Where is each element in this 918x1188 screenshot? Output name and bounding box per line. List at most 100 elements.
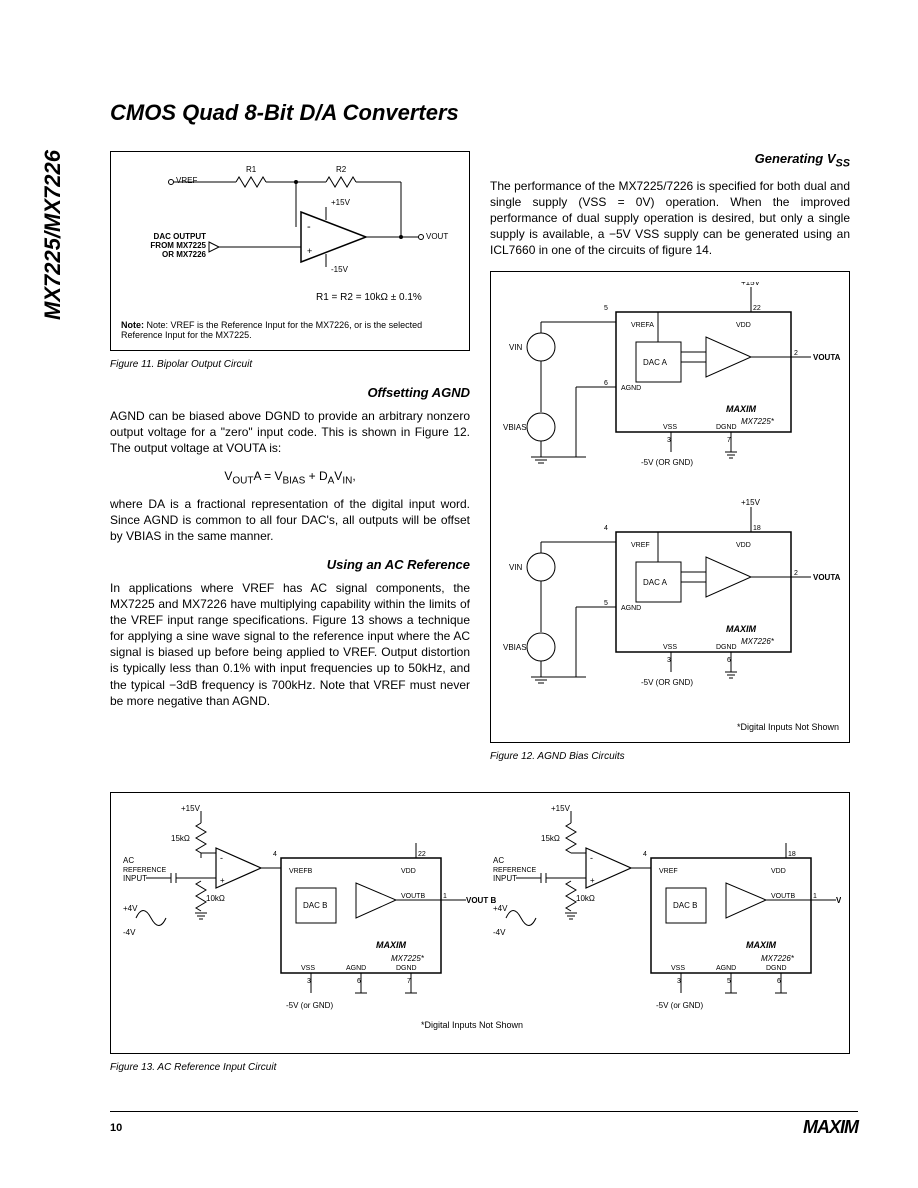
svg-text:-5V (or GND): -5V (or GND) (656, 1001, 703, 1010)
svg-text:MAXIM: MAXIM (746, 940, 777, 950)
svg-text:AC: AC (123, 856, 134, 865)
page-number: 10 (110, 1122, 122, 1134)
svg-text:MAXIM: MAXIM (726, 624, 757, 634)
svg-text:VIN: VIN (509, 343, 523, 352)
svg-text:VREFB: VREFB (289, 868, 313, 875)
figure-13-schematic: +15V 15kΩ - + 10kΩ (121, 803, 839, 1043)
svg-text:10kΩ: 10kΩ (206, 894, 225, 903)
content-columns: - + VREF (110, 151, 858, 777)
heading-ac-reference: Using an AC Reference (110, 557, 470, 572)
svg-text:1: 1 (443, 893, 447, 900)
svg-text:MAXIM: MAXIM (726, 404, 757, 414)
sidebar-part-number: MX7225/MX7226 (40, 150, 66, 320)
fig11-equation: R1 = R2 = 10kΩ ± 0.1% (316, 292, 422, 303)
fig11-minus15-label: -15V (331, 265, 348, 274)
generating-vss-p1: The performance of the MX7225/7226 is sp… (490, 178, 850, 259)
svg-text:3: 3 (667, 657, 671, 664)
svg-text:AGND: AGND (621, 385, 641, 392)
svg-text:3: 3 (307, 978, 311, 985)
svg-text:+15V: +15V (741, 498, 761, 507)
figure-11-schematic: - + VREF (121, 162, 459, 312)
svg-text:*Digital Inputs Not Shown: *Digital Inputs Not Shown (421, 1020, 523, 1030)
svg-text:+: + (590, 876, 595, 885)
svg-text:DGND: DGND (716, 644, 737, 651)
svg-text:VOUT B: VOUT B (836, 896, 841, 905)
svg-text:DGND: DGND (396, 965, 417, 972)
svg-text:-4V: -4V (123, 928, 136, 937)
svg-text:DAC B: DAC B (303, 901, 327, 910)
svg-text:-5V (or GND): -5V (or GND) (286, 1001, 333, 1010)
svg-text:6: 6 (357, 978, 361, 985)
page-footer: 10 MAXIM (110, 1111, 858, 1138)
svg-text:VREF: VREF (659, 868, 678, 875)
fig11-r2-label: R2 (336, 165, 346, 174)
svg-text:INPUT: INPUT (123, 874, 147, 883)
svg-text:7: 7 (727, 437, 731, 444)
left-column: - + VREF (110, 151, 470, 777)
svg-text:1: 1 (813, 893, 817, 900)
svg-text:VSS: VSS (663, 424, 677, 431)
svg-text:22: 22 (753, 305, 761, 312)
svg-text:DGND: DGND (766, 965, 787, 972)
ac-reference-p1: In applications where VREF has AC signal… (110, 580, 470, 710)
svg-text:4: 4 (604, 525, 608, 532)
svg-text:-: - (590, 853, 593, 863)
figure-13-container: +15V 15kΩ - + 10kΩ (110, 792, 850, 1073)
svg-text:AC: AC (493, 856, 504, 865)
svg-text:REFERENCE: REFERENCE (123, 867, 167, 874)
svg-text:AGND: AGND (716, 965, 736, 972)
page-title: CMOS Quad 8-Bit D/A Converters (110, 100, 858, 126)
svg-text:VOUT B: VOUT B (466, 896, 496, 905)
svg-text:18: 18 (788, 851, 796, 858)
fig11-dacout-label: DAC OUTPUT FROM MX7225 OR MX7226 (126, 232, 206, 259)
svg-text:3: 3 (667, 437, 671, 444)
fig11-note: Note: Note: VREF is the Reference Input … (121, 320, 459, 340)
svg-text:-5V (OR GND): -5V (OR GND) (641, 678, 693, 687)
offsetting-agnd-equation: VOUTA = VBIAS + DAVIN, (110, 469, 470, 486)
svg-text:VREFA: VREFA (631, 322, 654, 329)
svg-text:15kΩ: 15kΩ (171, 834, 190, 843)
figure-11-box: - + VREF (110, 151, 470, 351)
heading-generating-vss: Generating VSS (490, 151, 850, 170)
svg-text:-: - (307, 221, 311, 233)
figure-12-schematic: DAC A +15V 22 5 VREFA VDD (501, 282, 839, 722)
svg-text:4: 4 (273, 851, 277, 858)
fig11-r1-label: R1 (246, 165, 256, 174)
svg-text:VOUTB: VOUTB (401, 893, 425, 900)
svg-text:VIN: VIN (509, 563, 523, 572)
svg-text:VBIAS: VBIAS (503, 643, 527, 652)
figure-13-caption: Figure 13. AC Reference Input Circuit (110, 1062, 850, 1073)
svg-text:INPUT: INPUT (493, 874, 517, 883)
svg-text:2: 2 (794, 570, 798, 577)
svg-text:MX7226*: MX7226* (741, 637, 775, 646)
svg-text:15kΩ: 15kΩ (541, 834, 560, 843)
svg-text:VREF: VREF (631, 542, 650, 549)
svg-text:+15V: +15V (551, 804, 571, 813)
figure-12-caption: Figure 12. AGND Bias Circuits (490, 751, 850, 762)
svg-text:DAC B: DAC B (673, 901, 697, 910)
svg-text:AGND: AGND (621, 605, 641, 612)
svg-text:VDD: VDD (736, 542, 751, 549)
fig11-vout-label: VOUT (426, 232, 448, 241)
svg-text:2: 2 (794, 350, 798, 357)
svg-text:VSS: VSS (663, 644, 677, 651)
svg-text:VOUTB: VOUTB (771, 893, 795, 900)
svg-text:VOUTA: VOUTA (813, 353, 841, 362)
svg-text:-: - (220, 853, 223, 863)
svg-text:+: + (220, 876, 225, 885)
offsetting-agnd-p1: AGND can be biased above DGND to provide… (110, 408, 470, 457)
offsetting-agnd-p2: where DA is a fractional representation … (110, 496, 470, 545)
svg-text:DAC A: DAC A (643, 578, 668, 587)
svg-text:+15V: +15V (741, 282, 761, 287)
svg-text:3: 3 (677, 978, 681, 985)
svg-text:5: 5 (604, 305, 608, 312)
svg-text:REFERENCE: REFERENCE (493, 867, 537, 874)
figure-12-box: DAC A +15V 22 5 VREFA VDD (490, 271, 850, 743)
svg-text:+15V: +15V (181, 804, 201, 813)
svg-text:5: 5 (604, 600, 608, 607)
maxim-logo: MAXIM (803, 1117, 858, 1138)
svg-text:VDD: VDD (771, 868, 786, 875)
svg-text:MX7226*: MX7226* (761, 954, 795, 963)
figure-11-caption: Figure 11. Bipolar Output Circuit (110, 359, 470, 370)
svg-text:DAC A: DAC A (643, 358, 668, 367)
